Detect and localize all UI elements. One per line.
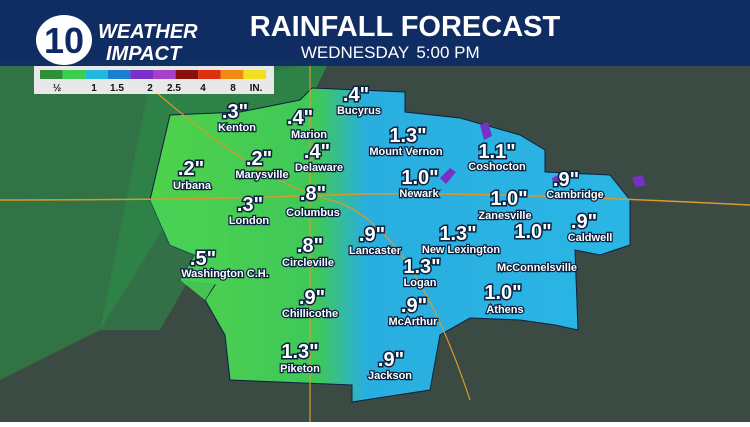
city-name: Delaware xyxy=(295,162,343,174)
legend-swatch xyxy=(153,70,176,79)
time: 5:00 PM xyxy=(416,43,479,62)
city-name: Bucyrus xyxy=(337,105,381,117)
rain-amount: .8" xyxy=(297,235,323,257)
rain-amount: .5" xyxy=(190,248,216,270)
city-name: Urbana xyxy=(173,180,212,192)
rain-amount: .4" xyxy=(287,107,313,129)
rain-amount: .4" xyxy=(304,141,330,163)
rain-amount: .3" xyxy=(222,101,248,123)
rain-amount: .9" xyxy=(571,211,597,233)
rain-amount: .4" xyxy=(343,84,369,106)
city-name: Cambridge xyxy=(546,189,603,201)
city-name: Zanesville xyxy=(478,210,531,222)
legend-swatch xyxy=(40,70,63,79)
title: RAINFALL FORECAST xyxy=(250,11,561,43)
legend-swatch xyxy=(243,70,266,79)
city-name: New Lexington xyxy=(422,244,501,256)
light-rain-area xyxy=(150,200,230,300)
city-name: Jackson xyxy=(368,370,412,382)
forecast-area xyxy=(149,87,631,403)
city-name: Lancaster xyxy=(349,245,402,257)
highway xyxy=(0,193,750,206)
city-name: London xyxy=(229,215,270,227)
city-name: Marion xyxy=(291,129,327,141)
logo: 10 WEATHER IMPACT xyxy=(36,15,198,65)
legend-label: 1 xyxy=(91,83,97,94)
logo-badge xyxy=(36,15,92,65)
legend-label: 4 xyxy=(200,83,206,94)
legend-label: IN. xyxy=(250,83,263,94)
rain-amount: 1.3" xyxy=(439,223,476,245)
legend-swatch xyxy=(220,70,244,79)
rain-amount: .9" xyxy=(359,224,385,246)
rain-amount: 1.3" xyxy=(403,256,440,278)
legend-label: 1.5 xyxy=(110,83,124,94)
city-name: Logan xyxy=(404,277,437,289)
city-name: Piketon xyxy=(280,363,320,375)
rain-amount: 1.0" xyxy=(490,188,527,210)
rain-amount: 1.3" xyxy=(389,125,426,147)
rain-amount: .2" xyxy=(178,158,204,180)
legend-swatch xyxy=(175,70,199,79)
city-name: McArthur xyxy=(389,316,439,328)
rain-amount: 1.3" xyxy=(281,341,318,363)
legend-swatch xyxy=(198,70,221,79)
rain-amount: .8" xyxy=(300,183,326,205)
city-name: Athens xyxy=(486,304,523,316)
city-name: Coshocton xyxy=(468,161,526,173)
rain-amount: .2" xyxy=(246,148,272,170)
legend-label: 2.5 xyxy=(167,83,181,94)
rain-amount: .9" xyxy=(401,295,427,317)
logo-number: 10 xyxy=(44,20,84,61)
city-name: Columbus xyxy=(286,207,340,219)
legend-label: 8 xyxy=(230,83,236,94)
city-name: Kenton xyxy=(218,122,256,134)
rain-amount: .9" xyxy=(299,287,325,309)
legend: ½ 1 1.5 2 2.5 4 8 IN. xyxy=(40,70,266,94)
legend-swatch xyxy=(130,70,153,79)
highway xyxy=(119,59,471,422)
city-name: Washington C.H. xyxy=(181,268,269,280)
city-name: Mount Vernon xyxy=(369,146,443,158)
legend-swatch xyxy=(85,70,108,79)
city-name: Circleville xyxy=(282,257,334,269)
legend-label: 2 xyxy=(147,83,153,94)
rain-amount: .3" xyxy=(237,194,263,216)
rain-amount: .9" xyxy=(553,169,579,191)
rain-amount: .9" xyxy=(378,349,404,371)
legend-label: ½ xyxy=(53,83,61,94)
logo-line1: WEATHER xyxy=(98,21,198,43)
legend-swatch xyxy=(62,70,86,79)
rain-amount: 1.0" xyxy=(401,167,438,189)
city-name: Caldwell xyxy=(568,232,613,244)
city-name: Newark xyxy=(399,188,439,200)
rain-amount: 1.0" xyxy=(484,282,521,304)
city-name: Marysville xyxy=(235,169,288,181)
rain-amount: 1.0" xyxy=(514,221,551,243)
legend-swatch xyxy=(107,70,131,79)
logo-line2: IMPACT xyxy=(106,43,183,65)
city-name: McConnelsville xyxy=(497,262,577,274)
header-bar xyxy=(0,0,750,66)
city-name: Chillicothe xyxy=(282,308,338,320)
day: WEDNESDAY xyxy=(301,43,409,62)
rain-amount: 1.1" xyxy=(478,141,515,163)
